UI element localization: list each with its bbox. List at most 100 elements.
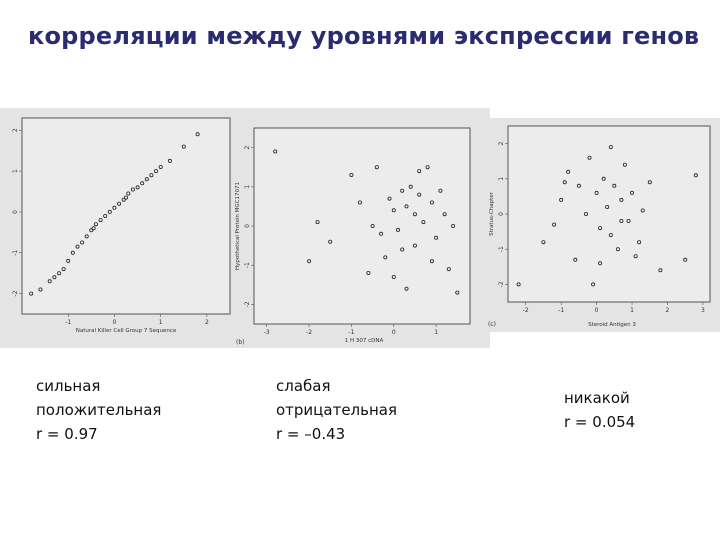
y-tick-label: -2 xyxy=(244,301,251,307)
y-tick-label: 0 xyxy=(244,224,251,228)
data-point xyxy=(683,257,688,262)
y-tick-label: -2 xyxy=(12,290,19,296)
caption-weak-negative: слабая отрицательная r = –0.43 xyxy=(276,374,397,446)
caption-line: сильная xyxy=(36,377,101,395)
x-tick-label: -1 xyxy=(558,307,564,314)
data-point xyxy=(379,231,384,236)
data-point xyxy=(425,165,430,170)
y-axis-label: Hypothetical Protein MGC17071 xyxy=(235,182,241,270)
x-tick-label: -1 xyxy=(348,329,354,336)
data-point xyxy=(584,212,589,217)
data-point xyxy=(370,224,375,229)
data-point xyxy=(124,195,129,200)
data-point xyxy=(395,227,400,232)
x-tick-label: -1 xyxy=(65,319,71,326)
x-tick-label: 1 xyxy=(159,319,163,326)
y-tick-label: 1 xyxy=(244,185,251,189)
data-point xyxy=(451,224,456,229)
y-tick-label: 2 xyxy=(498,142,505,146)
data-point xyxy=(167,158,172,163)
data-point xyxy=(400,188,405,193)
data-point xyxy=(391,208,396,213)
x-tick-label: 0 xyxy=(113,319,117,326)
data-point xyxy=(130,187,135,192)
data-point xyxy=(61,267,66,272)
y-tick-label: 1 xyxy=(12,169,19,173)
data-point xyxy=(612,183,617,188)
caption-line: слабая xyxy=(276,377,331,395)
y-tick-label: 0 xyxy=(498,212,505,216)
x-tick-label: -2 xyxy=(306,329,312,336)
data-point xyxy=(383,255,388,260)
data-point xyxy=(91,226,96,231)
data-point xyxy=(412,212,417,217)
caption-correlation-value: r = –0.43 xyxy=(276,425,346,443)
y-ticks: -2 -1 0 1 2 xyxy=(12,128,22,297)
x-tick-label: 0 xyxy=(595,307,599,314)
data-point xyxy=(552,222,557,227)
data-point xyxy=(70,250,75,255)
data-point xyxy=(598,261,603,266)
x-axis-label: Steroid Antigen 3 xyxy=(588,322,636,328)
scatter-plot-weak-negative: -3 -2 -1 0 1 -2 -1 0 1 2 Hypothetical Protein MG… xyxy=(235,127,471,346)
data-point xyxy=(391,274,396,279)
x-tick-label: 2 xyxy=(666,307,670,314)
y-tick-label: -2 xyxy=(498,281,505,287)
caption-line: положительная xyxy=(36,401,162,419)
data-point xyxy=(126,191,131,196)
data-point xyxy=(598,226,603,231)
data-point xyxy=(57,271,62,276)
data-point xyxy=(566,169,571,174)
data-point xyxy=(576,183,581,188)
data-point xyxy=(387,196,392,201)
data-points xyxy=(273,149,460,295)
data-point xyxy=(112,205,117,210)
data-point xyxy=(307,259,312,264)
data-point xyxy=(404,204,409,209)
data-point xyxy=(117,201,122,206)
data-point xyxy=(622,162,627,167)
data-point xyxy=(149,173,154,178)
caption-correlation-value: r = 0.054 xyxy=(564,413,636,431)
data-point xyxy=(637,240,642,245)
data-point xyxy=(408,184,413,189)
data-point xyxy=(640,208,645,213)
x-tick-label: 1 xyxy=(434,329,438,336)
data-point xyxy=(573,257,578,262)
caption-correlation-value: r = 0.97 xyxy=(36,425,98,443)
data-point xyxy=(608,233,613,238)
scatter-plot-strong-positive: -1 0 1 2 -2 -1 0 1 2 Natural Killer Cell Group … xyxy=(12,117,231,334)
data-point xyxy=(615,247,620,252)
data-point xyxy=(75,244,80,249)
x-ticks: -2 -1 0 1 2 3 xyxy=(523,302,705,314)
slide-title: корреляции между уровнями экспрессии ген… xyxy=(28,22,700,50)
data-point xyxy=(421,220,426,225)
data-point xyxy=(29,291,34,296)
data-point xyxy=(47,279,52,284)
caption-strong-positive: сильная положительная r = 0.97 xyxy=(36,374,161,446)
data-point xyxy=(633,254,638,259)
data-point xyxy=(153,169,158,174)
data-point xyxy=(559,197,564,202)
data-point xyxy=(349,173,354,178)
data-point xyxy=(52,275,57,280)
x-tick-label: -3 xyxy=(264,329,270,336)
caption-no-correlation: никакой r = 0.054 xyxy=(564,386,635,434)
data-point xyxy=(442,212,447,217)
data-point xyxy=(594,190,599,195)
x-ticks: -3 -2 -1 0 1 xyxy=(264,324,438,336)
scatter-plot-no-correlation: -2 -1 0 1 2 3 -2 -1 0 1 2 Stratus-Chapter Steroid… xyxy=(488,125,711,328)
x-tick-label: 3 xyxy=(701,307,705,314)
y-tick-label: -1 xyxy=(498,246,505,252)
data-point xyxy=(89,228,94,233)
data-point xyxy=(135,185,140,190)
data-point xyxy=(140,181,145,186)
data-point xyxy=(181,144,186,149)
y-tick-label: 2 xyxy=(12,128,19,132)
y-ticks: -2 -1 0 1 2 xyxy=(498,142,508,287)
y-tick-label: -1 xyxy=(12,250,19,256)
y-tick-label: 0 xyxy=(12,210,19,214)
data-point xyxy=(647,180,652,185)
data-point xyxy=(80,240,85,245)
data-point xyxy=(619,219,624,224)
